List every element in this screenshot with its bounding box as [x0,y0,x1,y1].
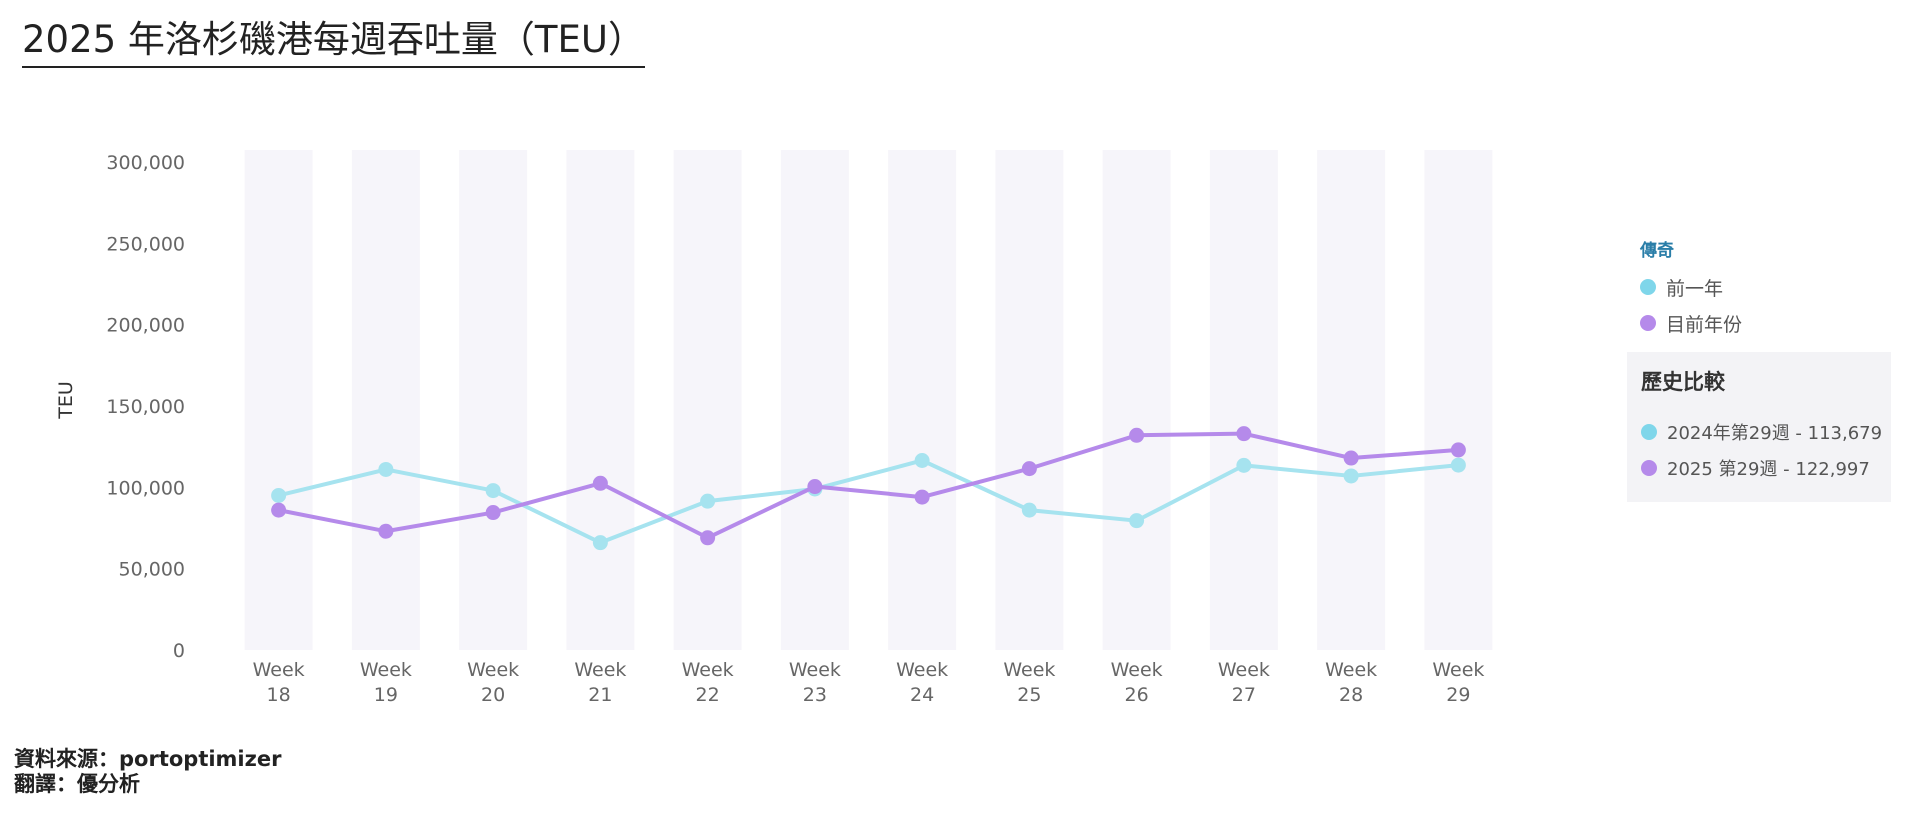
column-bands [244,150,1493,650]
data-point[interactable] [807,479,823,495]
x-tick-label: Week 20 [467,659,519,706]
data-point[interactable] [1129,427,1145,443]
data-point[interactable] [1236,426,1252,442]
column-band [995,150,1064,650]
data-point[interactable] [1343,450,1359,466]
y-tick-label: 100,000 [106,477,185,499]
column-band [1102,150,1171,650]
source-note: 資料來源：portoptimizer [14,747,282,771]
data-point[interactable] [592,475,608,491]
y-tick-label: 0 [173,640,185,662]
y-tick-label: 250,000 [106,233,185,255]
history-item-2025: 2025 第29週 - 122,997 [1641,450,1891,486]
data-point[interactable] [485,483,501,499]
data-point[interactable] [1021,502,1037,518]
column-band [244,150,313,650]
series-lines [271,426,1466,551]
legend-label: 前一年 [1666,277,1724,300]
column-band [888,150,957,650]
x-tick-label: Week 25 [1003,659,1055,706]
translation-note: 翻譯：優分析 [14,772,140,796]
y-tick-label: 300,000 [106,152,185,174]
legend: 傳奇 前一年 目前年份 [1640,236,1742,341]
data-point[interactable] [1343,468,1359,484]
column-band [780,150,849,650]
x-tick-label: Week 23 [789,659,841,706]
data-point[interactable] [914,452,930,468]
x-tick-label: Week 21 [574,659,626,706]
history-label: 2024年第29週 - 113,679 [1667,423,1883,444]
history-comparison-panel: 歷史比較 2024年第29週 - 113,679 2025 第29週 - 122… [1627,352,1891,502]
data-point[interactable] [485,505,501,521]
legend-dot-previous-year [1640,279,1656,295]
column-band [351,150,420,650]
chart-title: 2025 年洛杉磯港每週吞吐量（TEU） [22,16,645,68]
y-axis-ticks: 0 50,000 100,000 150,000 200,000 250,000 300,0… [106,152,185,662]
column-band [1424,150,1493,650]
series-line [278,458,1459,545]
data-point[interactable] [1450,442,1466,458]
series-line [278,431,1459,540]
data-point[interactable] [271,487,287,503]
history-dot-2025 [1641,460,1657,476]
x-tick-label: Week 24 [896,659,948,706]
column-band [1317,150,1386,650]
y-tick-label: 200,000 [106,315,185,337]
x-tick-label: Week 26 [1111,659,1163,706]
data-point[interactable] [914,489,930,505]
data-point[interactable] [378,523,394,539]
legend-dot-current-year [1640,315,1656,331]
x-tick-label: Week 29 [1432,659,1484,706]
data-point[interactable] [592,535,608,551]
x-tick-label: Week 18 [253,659,305,706]
y-axis-label: TEU [55,381,77,420]
x-tick-label: Week 22 [682,659,734,706]
column-band [566,150,635,650]
x-axis-ticks: Week 18 Week 19 Week 20 Week 21 Week 22 Week 23 Week… [253,659,1485,706]
column-band [673,150,742,650]
legend-item-previous-year[interactable]: 前一年 [1640,269,1742,305]
footer-notes: 資料來源：portoptimizer 翻譯：優分析 [14,747,281,797]
y-tick-label: 150,000 [106,396,185,418]
data-point[interactable] [1236,457,1252,473]
data-point[interactable] [1450,457,1466,473]
series-previous-year [271,452,1466,551]
history-item-2024: 2024年第29週 - 113,679 [1641,414,1891,450]
data-point[interactable] [271,502,287,518]
history-label: 2025 第29週 - 122,997 [1667,459,1870,480]
legend-item-current-year[interactable]: 目前年份 [1640,305,1742,341]
data-point[interactable] [1021,461,1037,477]
data-point[interactable] [700,530,716,546]
column-band [1209,150,1278,650]
x-tick-label: Week 27 [1218,659,1270,706]
series-current-year [271,426,1466,546]
x-tick-label: Week 19 [360,659,412,706]
legend-label: 目前年份 [1666,313,1743,336]
y-tick-label: 50,000 [119,559,185,581]
data-point[interactable] [1129,513,1145,529]
data-point[interactable] [378,461,394,477]
history-title: 歷史比較 [1641,370,1725,394]
data-point[interactable] [700,493,716,509]
column-band [459,150,528,650]
history-dot-2024 [1641,424,1657,440]
legend-title: 傳奇 [1640,241,1674,261]
x-tick-label: Week 28 [1325,659,1377,706]
